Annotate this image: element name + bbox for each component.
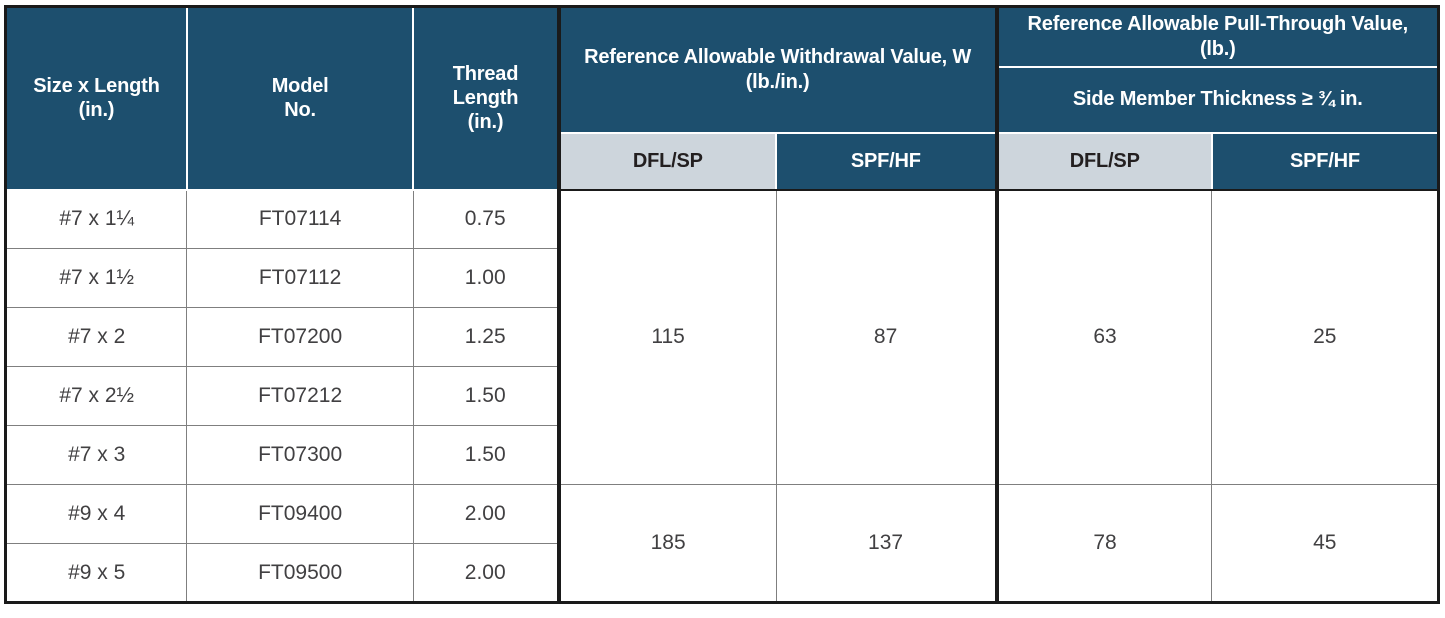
table-row: #9 x 4 FT09400 2.00 185 137 78 45 — [4, 484, 1439, 603]
withdrawal-dfl-sp-value: 115 — [556, 189, 777, 485]
model-no-cell: FT07212 — [186, 366, 414, 426]
model-no-cell: FT09400 — [186, 484, 414, 544]
header-row-species: DFL/SP SPF/HF DFL/SP SPF/HF — [6, 131, 1440, 191]
withdrawal-spf-hf-value: 137 — [775, 484, 998, 603]
thread-length-cell: 2.00 — [412, 543, 560, 603]
thread-length-cell: 1.25 — [412, 307, 560, 367]
subheader-withdrawal-dfl-sp: DFL/SP — [556, 131, 778, 191]
subheader-withdrawal-spf-hf: SPF/HF — [775, 131, 998, 191]
col-header-thread-length: Thread Length (in.) — [412, 5, 560, 191]
subheader-pull-dfl-sp: DFL/SP — [994, 131, 1213, 191]
table-row: #9 x 5 FT09500 2.00 — [4, 543, 1439, 603]
withdrawal-spf-hf-value: 87 — [775, 189, 998, 485]
model-no-cell: FT07300 — [186, 425, 414, 485]
group-header-pull-through: Reference Allowable Pull-Through Value, … — [994, 5, 1440, 68]
table-row: #7 x 1½ FT07112 1.00 — [4, 248, 1439, 308]
thread-length-cell: 0.75 — [412, 189, 560, 249]
withdrawal-dfl-sp-value: 185 — [556, 484, 777, 603]
header-row-side-member: Side Member Thickness ≥ ¾ in. — [6, 65, 1440, 134]
model-no-cell: FT09500 — [186, 543, 414, 603]
thread-length-cell: 1.00 — [412, 248, 560, 308]
table-row: #7 x 1¼ FT07114 0.75 115 87 63 25 — [4, 189, 1439, 485]
col-header-size-length: Size x Length (in.) — [4, 5, 188, 191]
size-length-cell: #7 x 1¼ — [4, 189, 188, 249]
header-row-groups: Size x Length (in.) Model No. Thread Len… — [4, 5, 1440, 191]
size-length-cell: #7 x 3 — [4, 425, 188, 485]
pull-through-dfl-sp-value: 78 — [994, 484, 1213, 603]
pull-through-dfl-sp-value: 63 — [994, 189, 1213, 485]
model-no-cell: FT07114 — [186, 189, 414, 249]
side-member-thickness-header: Side Member Thickness ≥ ¾ in. — [994, 65, 1440, 134]
group-header-withdrawal: Reference Allowable Withdrawal Value, W … — [556, 5, 998, 134]
table-row: #7 x 2 FT07200 1.25 — [4, 307, 1439, 367]
subheader-pull-spf-hf: SPF/HF — [1210, 131, 1440, 191]
thread-length-cell: 2.00 — [412, 484, 560, 544]
col-header-model-no: Model No. — [185, 5, 415, 191]
thread-length-cell: 1.50 — [412, 425, 560, 485]
pull-through-spf-hf-value: 25 — [1211, 189, 1439, 485]
size-length-cell: #9 x 5 — [4, 543, 188, 603]
table-row: #7 x 3 FT07300 1.50 — [4, 425, 1439, 485]
table-row: #7 x 2½ FT07212 1.50 — [4, 366, 1439, 426]
fastener-spec-table: Size x Length (in.) Model No. Thread Len… — [4, 5, 1440, 604]
size-length-cell: #7 x 2½ — [4, 366, 188, 426]
thread-length-cell: 1.50 — [412, 366, 560, 426]
size-length-cell: #9 x 4 — [4, 484, 188, 544]
size-length-cell: #7 x 2 — [4, 307, 188, 367]
pull-through-spf-hf-value: 45 — [1211, 484, 1439, 603]
model-no-cell: FT07112 — [186, 248, 414, 308]
model-no-cell: FT07200 — [186, 307, 414, 367]
size-length-cell: #7 x 1½ — [4, 248, 188, 308]
